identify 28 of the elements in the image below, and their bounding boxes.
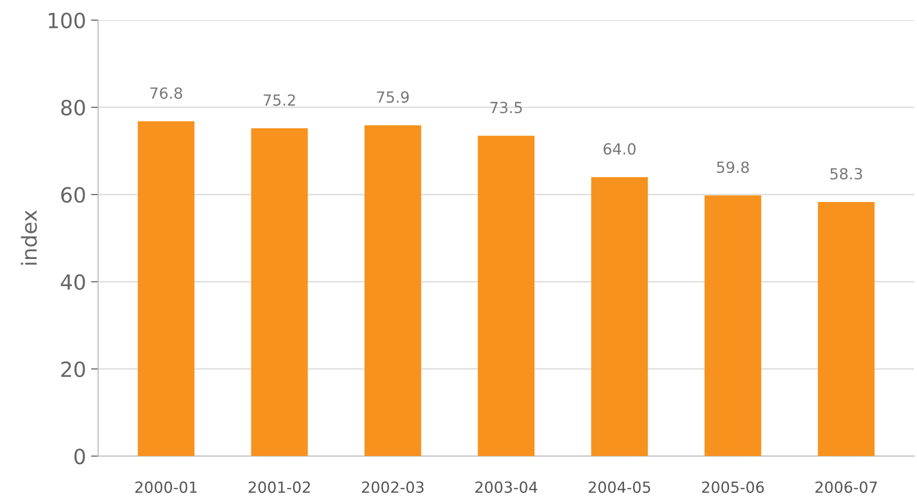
y-tick-label: 40 — [60, 274, 85, 290]
x-tick-label: 2001-02 — [248, 481, 310, 493]
data-label: 76.8 — [150, 87, 182, 99]
x-tick-label: 2002-03 — [362, 481, 424, 493]
y-tick-label: 0 — [74, 448, 85, 464]
x-tick-label: 2000-01 — [135, 481, 197, 493]
bar — [591, 177, 648, 456]
data-label: 75.9 — [377, 91, 409, 103]
x-tick-label: 2006-07 — [815, 481, 877, 493]
bar — [818, 202, 875, 456]
y-tick-label: 100 — [48, 12, 85, 28]
x-tick-label: 2003-04 — [475, 481, 538, 493]
y-tick-label: 20 — [61, 361, 85, 378]
bar — [704, 195, 762, 456]
y-axis-title: index — [20, 210, 37, 265]
x-tick-label: 2005-06 — [702, 481, 764, 493]
data-label: 75.2 — [264, 94, 295, 106]
y-tick-label: 60 — [61, 186, 85, 203]
data-label: 58.3 — [830, 168, 862, 180]
data-label: 73.5 — [490, 102, 522, 114]
bar — [251, 128, 308, 456]
data-label: 59.8 — [717, 161, 749, 174]
bar — [138, 121, 194, 456]
bar — [478, 136, 535, 456]
y-tick-label: 80 — [61, 100, 85, 116]
bar — [364, 125, 422, 456]
x-tick-label: 2004-05 — [588, 481, 650, 493]
data-label: 64.0 — [604, 143, 636, 155]
